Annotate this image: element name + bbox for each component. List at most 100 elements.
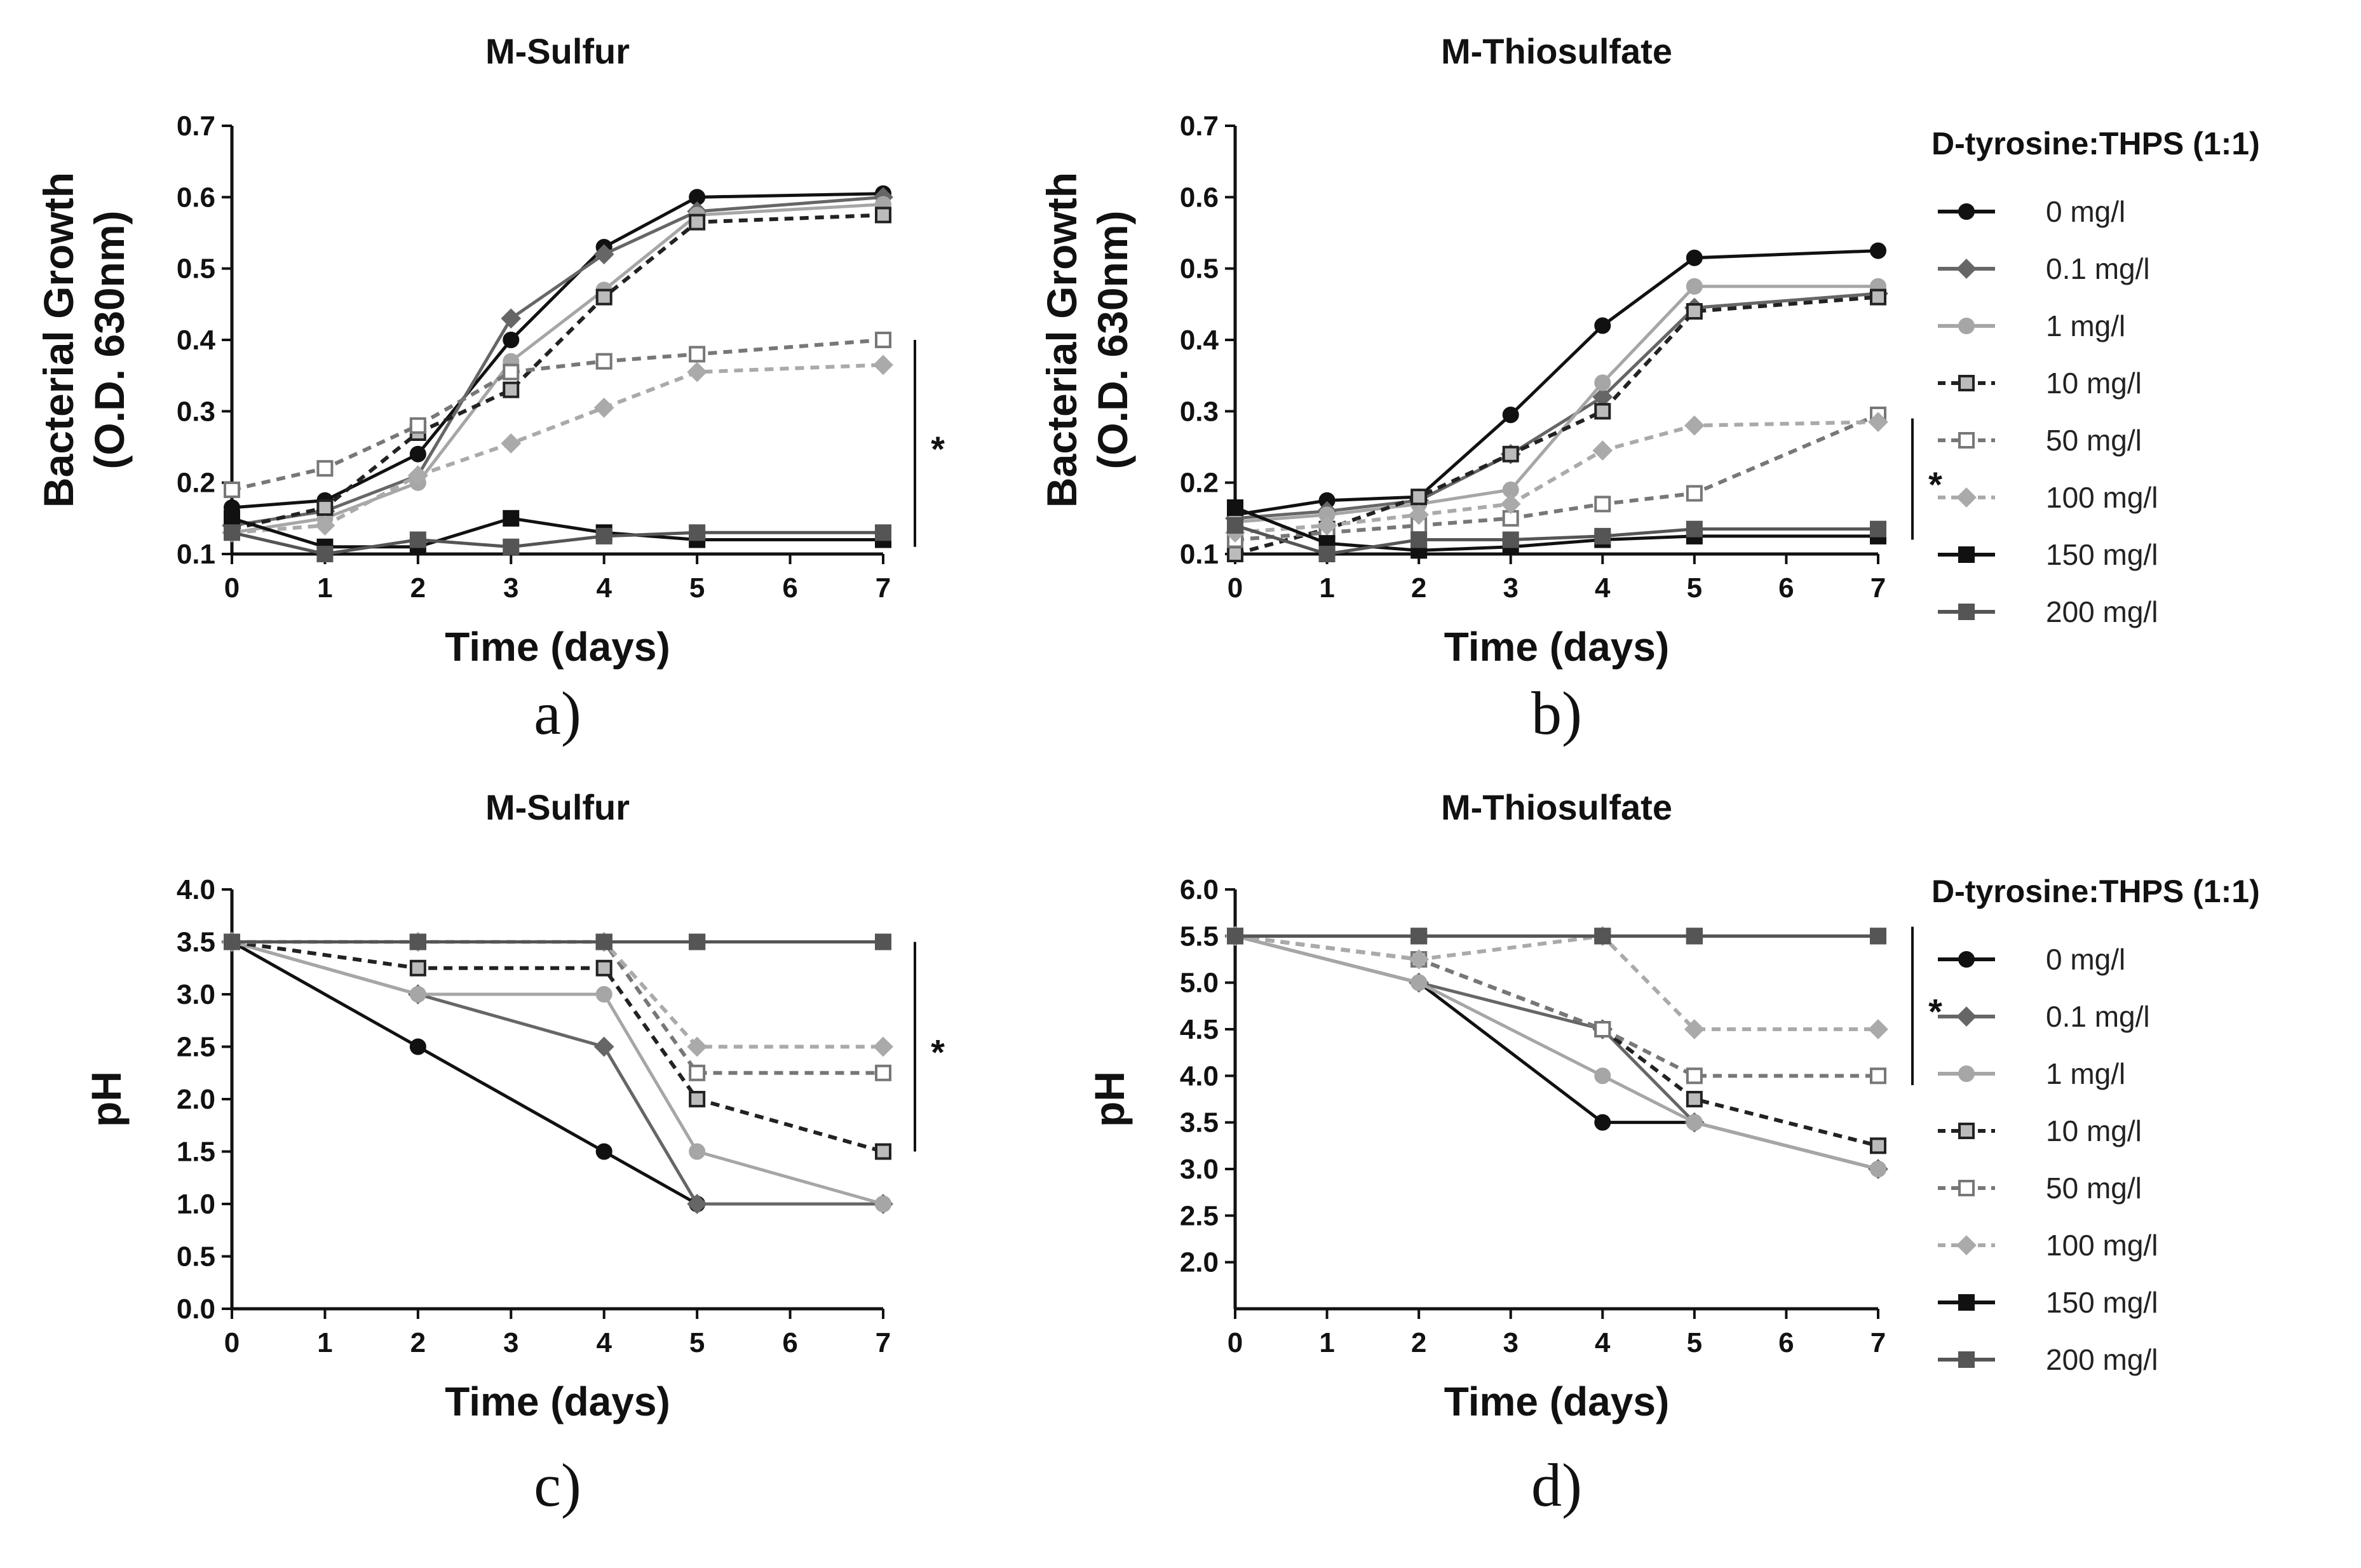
data-point	[1227, 499, 1243, 516]
legend-label: 50 mg/l	[2046, 424, 2142, 457]
y-tick-label: 0.4	[1180, 325, 1219, 356]
x-tick-label: 5	[689, 1327, 705, 1358]
chart-title: M-Sulfur	[485, 787, 630, 827]
x-tick-label: 5	[1687, 572, 1702, 604]
data-point	[1318, 546, 1336, 562]
data-point	[595, 959, 612, 977]
data-point	[1502, 445, 1519, 463]
x-tick-label: 7	[1871, 572, 1886, 604]
y-tick-label: 0.0	[177, 1294, 215, 1325]
legend: D-tyrosine:THPS (1:1) 0 mg/l 0.1 mg/l 1 mg/…	[1931, 874, 2260, 1376]
data-point	[595, 1143, 612, 1160]
significance-star: *	[931, 1032, 945, 1072]
x-axis-label: Time (days)	[445, 624, 670, 670]
data-point	[1594, 496, 1611, 513]
data-point	[1594, 1114, 1611, 1131]
legend-item: 0.1 mg/l	[1938, 252, 2150, 285]
chart-panel-3: M-Sulfur 0 1 2 3 4 5 6 7 0.0 0.5 1.0 1.5 2.0 2.5 3.0 3.5…	[83, 787, 945, 1519]
y-tick-label: 0.3	[177, 396, 215, 427]
chart-title: M-Thiosulfate	[1441, 31, 1672, 71]
data-point	[224, 524, 240, 541]
y-tick-label: 3.0	[177, 979, 215, 1010]
series-50-mg-l	[224, 332, 891, 498]
y-tick-label: 0.4	[177, 325, 216, 356]
data-point	[407, 465, 428, 486]
legend-marker	[1958, 432, 1975, 449]
legend-marker	[1956, 1006, 1977, 1027]
data-point	[593, 244, 614, 265]
legend-marker	[1958, 546, 1975, 563]
x-tick-label: 0	[224, 572, 240, 604]
x-tick-label: 0	[1228, 1327, 1243, 1358]
y-tick-label: 0.7	[1180, 111, 1219, 142]
legend-item: 0 mg/l	[1938, 943, 2125, 976]
data-point	[316, 460, 334, 477]
legend-label: 10 mg/l	[2046, 1114, 2142, 1147]
data-point	[689, 1143, 706, 1160]
data-point	[1227, 517, 1243, 534]
data-point	[409, 1038, 426, 1055]
panels: M-Sulfur 0 1 2 3 4 5 6 7 0.1 0.2 0.3 0.4 0.5 0.6 0.7 Bac…	[35, 31, 2260, 1519]
data-point	[1870, 928, 1886, 945]
x-tick-label: 4	[1595, 1327, 1611, 1358]
data-point	[593, 1036, 614, 1057]
series-1-mg-l	[224, 933, 891, 1212]
legend-marker	[1956, 259, 1977, 279]
y-tick-label: 2.0	[1180, 1247, 1219, 1278]
legend-item: 150 mg/l	[1938, 538, 2158, 571]
data-point	[409, 417, 426, 434]
data-point	[875, 206, 891, 224]
data-point	[687, 362, 708, 382]
data-point	[687, 1036, 708, 1057]
data-point	[1686, 1114, 1703, 1131]
x-tick-label: 6	[1778, 572, 1794, 604]
y-tick-label: 4.5	[1180, 1014, 1219, 1045]
significance-star: *	[1928, 464, 1942, 504]
x-tick-label: 1	[317, 572, 332, 604]
data-point	[1594, 374, 1611, 391]
data-point	[1686, 485, 1703, 502]
data-point	[1409, 949, 1430, 970]
data-point	[875, 1064, 891, 1081]
x-tick-label: 2	[410, 572, 426, 604]
data-point	[1686, 928, 1703, 945]
x-tick-label: 7	[876, 1327, 891, 1358]
y-tick-label: 5.5	[1180, 921, 1219, 952]
x-tick-label: 1	[1319, 572, 1334, 604]
data-point	[1870, 1161, 1886, 1177]
y-tick-label: 0.6	[1180, 182, 1219, 213]
legend-item: 1 mg/l	[1938, 309, 2125, 342]
data-point	[1686, 520, 1703, 537]
data-point	[875, 1196, 891, 1212]
data-point	[316, 546, 334, 562]
data-point	[1686, 303, 1703, 320]
y-tick-label: 2.5	[177, 1032, 215, 1063]
chart-title: M-Thiosulfate	[1441, 787, 1672, 827]
y-axis-label: pH	[83, 1071, 130, 1127]
data-point	[1868, 1019, 1888, 1039]
y-tick-label: 3.5	[177, 927, 215, 958]
legend-marker	[1958, 1351, 1975, 1368]
legend-label: 100 mg/l	[2046, 1229, 2158, 1262]
data-point	[1594, 317, 1611, 334]
chart-title: M-Sulfur	[485, 31, 630, 71]
data-point	[1594, 403, 1611, 420]
data-point	[1594, 1021, 1611, 1037]
legend-marker	[1958, 1294, 1975, 1311]
data-point	[1684, 1019, 1705, 1039]
data-point	[593, 397, 614, 418]
y-tick-label: 3.0	[1180, 1154, 1219, 1185]
legend-item: 10 mg/l	[1938, 367, 2142, 400]
legend-label: 100 mg/l	[2046, 481, 2158, 514]
data-point	[503, 538, 520, 555]
data-point	[503, 363, 520, 381]
data-point	[224, 481, 240, 498]
y-tick-label: 2.0	[177, 1084, 215, 1115]
data-point	[1686, 278, 1703, 295]
legend-marker	[1958, 1180, 1975, 1196]
data-point	[501, 308, 522, 329]
legend-title: D-tyrosine:THPS (1:1)	[1931, 874, 2260, 909]
legend-item: 150 mg/l	[1938, 1286, 2158, 1319]
data-point	[875, 524, 891, 541]
